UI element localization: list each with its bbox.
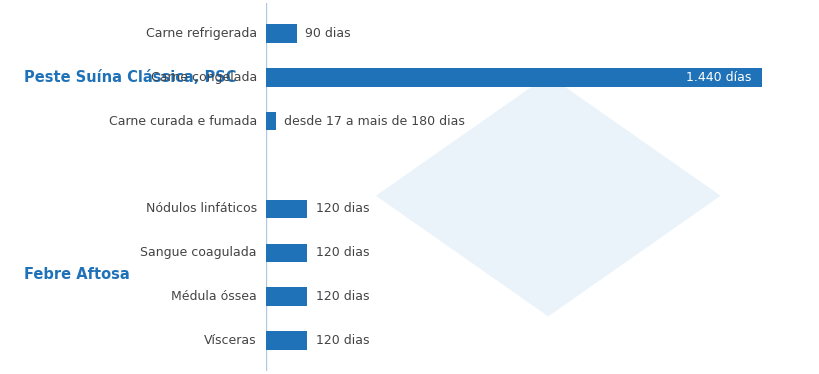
Text: Sangue coagulada: Sangue coagulada — [140, 246, 256, 259]
Text: 120 dias: 120 dias — [315, 202, 369, 215]
Bar — [265, 288, 306, 306]
Bar — [265, 24, 296, 43]
Text: 1.440 días: 1.440 días — [686, 71, 751, 84]
Text: Vísceras: Vísceras — [204, 334, 256, 347]
Bar — [265, 243, 306, 262]
Polygon shape — [375, 75, 720, 316]
Text: Nódulos linfáticos: Nódulos linfáticos — [146, 202, 256, 215]
Text: 90 dias: 90 dias — [305, 27, 351, 40]
Text: Carne congelada: Carne congelada — [151, 71, 256, 84]
Bar — [265, 331, 306, 350]
Bar — [265, 68, 761, 86]
Text: 120 dias: 120 dias — [315, 246, 369, 259]
Text: Carne refrigerada: Carne refrigerada — [146, 27, 256, 40]
Text: Peste Suína Clássica, PSC: Peste Suína Clássica, PSC — [24, 70, 236, 85]
Bar — [265, 112, 275, 131]
Text: 120 dias: 120 dias — [315, 290, 369, 303]
Text: desde 17 a mais de 180 dias: desde 17 a mais de 180 dias — [284, 115, 464, 128]
Text: 120 dias: 120 dias — [315, 334, 369, 347]
Text: Médula óssea: Médula óssea — [171, 290, 256, 303]
Text: Febre Aftosa: Febre Aftosa — [24, 267, 129, 282]
Bar — [265, 200, 306, 218]
Text: Carne curada e fumada: Carne curada e fumada — [108, 115, 256, 128]
